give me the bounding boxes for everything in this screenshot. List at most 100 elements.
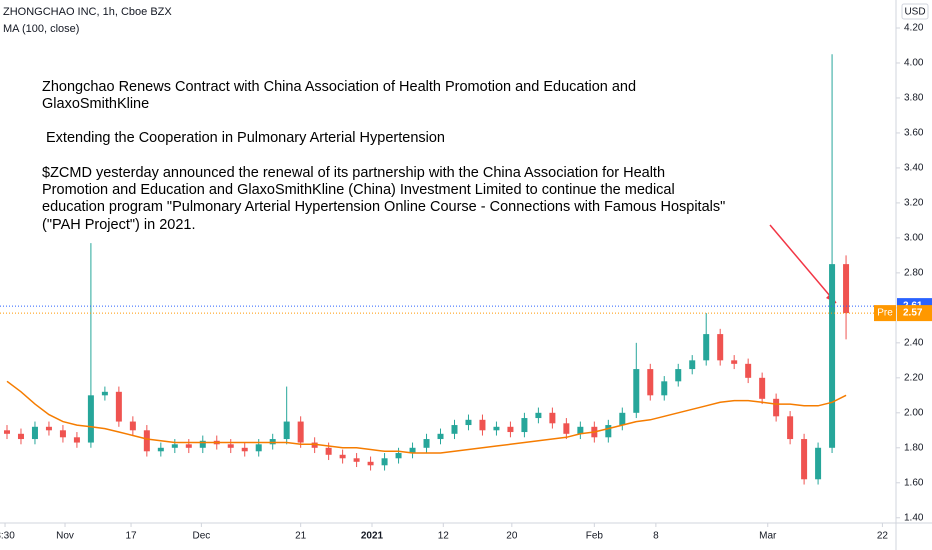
x-tick-label: 3:30 [0, 531, 15, 542]
candle-body [773, 398, 780, 417]
candle-body [409, 447, 416, 454]
y-tick-label: 4.20 [904, 23, 924, 34]
candle-body [521, 418, 528, 433]
candle-body [283, 421, 290, 440]
candle-body [59, 430, 66, 438]
price-tag-name-box [874, 305, 896, 322]
y-tick-label: 1.60 [904, 477, 924, 488]
candle-body [45, 426, 52, 431]
candle-body [87, 395, 94, 443]
currency[interactable]: USD [904, 7, 925, 18]
candle-body [493, 426, 500, 431]
arrow [769, 224, 837, 304]
candle-body [717, 334, 724, 361]
candle-body [367, 461, 374, 466]
y-tick-label: 3.80 [904, 93, 924, 104]
x-tick-label: 17 [125, 531, 137, 542]
candle-body [31, 426, 38, 440]
candle-body [199, 440, 206, 448]
x-tick-label: Nov [56, 531, 74, 542]
candle-body [843, 264, 850, 314]
price-tag-name: Pre [877, 308, 893, 319]
candle-body [353, 458, 360, 462]
annotation-line: Zhongchao Renews Contract with China Ass… [42, 79, 636, 95]
candle-body [829, 264, 836, 448]
price-tag-label: 2.57 [903, 308, 923, 319]
candle-body [535, 412, 542, 419]
y-tick-label: 2.20 [904, 372, 924, 383]
candle-body [395, 453, 402, 459]
x-tick-label: 20 [506, 531, 518, 542]
y-tick-label: 3.20 [904, 198, 924, 209]
candle-body [73, 437, 80, 443]
candle-body [633, 369, 640, 413]
candle-body [241, 447, 248, 452]
candle-body [171, 444, 178, 448]
x-tick-label: 22 [877, 531, 889, 542]
candle-body [129, 421, 136, 431]
candle-body [423, 439, 430, 448]
y-tick-label: 1.80 [904, 442, 924, 453]
x-tick-label: 8 [653, 531, 659, 542]
candle-body [731, 360, 738, 364]
y-tick-label: 4.00 [904, 58, 924, 69]
candle-body [549, 412, 556, 424]
candle-body [577, 426, 584, 434]
candle-body [465, 419, 472, 426]
indicator-label: MA (100, close) [3, 23, 79, 35]
currency-box[interactable] [901, 3, 929, 20]
annotation-line: Promotion and Education and GlaxoSmithKl… [42, 182, 675, 198]
y-tick-label: 3.60 [904, 128, 924, 139]
candle-body [185, 444, 192, 448]
candle-body [437, 433, 444, 440]
y-tick-label: 3.40 [904, 163, 924, 174]
candle-body [227, 444, 234, 448]
candle-body [745, 363, 752, 378]
x-tick-label: 21 [295, 531, 307, 542]
y-tick-label: 1.40 [904, 512, 924, 523]
x-tick-label: Dec [192, 531, 210, 542]
y-tick-label: 2.40 [904, 337, 924, 348]
annotation-line: education program "Pulmonary Arterial Hy… [42, 199, 725, 215]
y-tick-label: 2.80 [904, 268, 924, 279]
y-tick-label: 2.00 [904, 407, 924, 418]
x-tick-label: 2021 [361, 531, 384, 542]
annotation-line: $ZCMD yesterday announced the renewal of… [42, 165, 665, 181]
price-tag [897, 305, 932, 322]
y-tick-label: 3.00 [904, 233, 924, 244]
candle-body [451, 425, 458, 434]
candle-body [759, 377, 766, 399]
candle-body [801, 439, 808, 480]
candle-body [311, 442, 318, 448]
candle-body [157, 447, 164, 452]
candle-body [101, 391, 108, 396]
ma-line [6, 380, 847, 454]
candle-body [3, 430, 10, 434]
candle-body [255, 444, 262, 452]
candle-body [619, 412, 626, 426]
x-tick-label: Mar [759, 531, 777, 542]
candle-body [675, 369, 682, 382]
candle-body [17, 433, 24, 440]
candle-body [787, 416, 794, 440]
candle-body [339, 454, 346, 459]
candle-body [689, 360, 696, 370]
annotation-line: Extending the Cooperation in Pulmonary A… [46, 130, 445, 146]
candle-body [325, 447, 332, 455]
candle-body [647, 369, 654, 396]
candle-body [297, 421, 304, 443]
candle-body [507, 426, 514, 433]
annotation-line: GlaxoSmithKline [42, 96, 149, 112]
chart-title: ZHONGCHAO INC, 1h, Cboe BZX [3, 6, 172, 18]
candle-body [115, 391, 122, 422]
annotation-line: ("PAH Project") in 2021. [42, 217, 195, 233]
candle-body [269, 439, 276, 445]
candle-body [381, 458, 388, 466]
candle-body [479, 419, 486, 431]
candle-body [605, 425, 612, 438]
candle-body [143, 430, 150, 452]
x-tick-label: Feb [586, 531, 604, 542]
candle-body [661, 381, 668, 396]
